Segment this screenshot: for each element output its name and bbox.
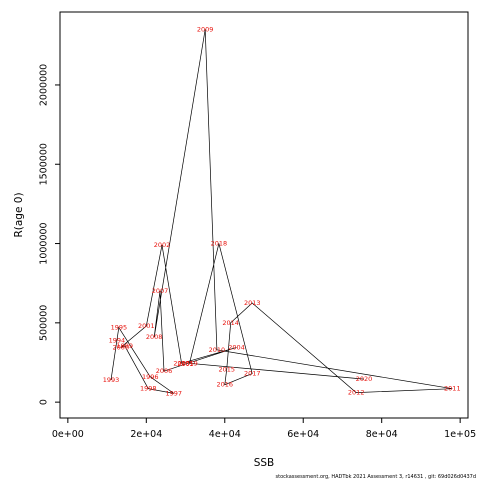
year-label-2001: 2001	[138, 322, 155, 330]
year-label-1993: 1993	[103, 376, 120, 384]
x-tick-label: 1e+05	[444, 429, 476, 440]
year-label-2012: 2012	[348, 389, 365, 397]
y-axis-title: R(age 0)	[13, 192, 25, 237]
footer-credit: stockassessment.org, HADTbk 2021 Assessm…	[276, 474, 476, 480]
y-axis: 0 500000 1000000 1500000 2000000	[39, 64, 60, 405]
y-tick-label: 1000000	[39, 222, 50, 264]
year-label-2005: 2005	[177, 360, 194, 368]
year-label-2010: 2010	[209, 346, 226, 354]
year-label-1996: 1996	[142, 373, 159, 381]
year-label-1998: 1998	[140, 385, 157, 393]
x-axis-title: SSB	[254, 457, 275, 469]
year-label-1999: 1999	[116, 342, 133, 350]
year-label-2000: 2000	[113, 343, 130, 351]
year-label-2006: 2006	[156, 367, 173, 375]
x-tick-label: 0e+00	[52, 429, 84, 440]
x-axis: 0e+00 2e+04 4e+04 6e+04 8e+04 1e+05	[52, 418, 476, 440]
y-tick-label: 1500000	[39, 143, 50, 185]
y-tick-label: 2000000	[39, 64, 50, 106]
year-label-1994: 1994	[109, 336, 126, 344]
year-label-2009: 2009	[197, 25, 214, 33]
plot-frame	[59, 11, 469, 419]
year-label-2016: 2016	[216, 381, 233, 389]
x-tick-label: 4e+04	[209, 429, 241, 440]
year-label-2013: 2013	[244, 299, 261, 307]
year-label-2020: 2020	[356, 375, 373, 383]
x-tick-label: 8e+04	[366, 429, 398, 440]
year-label-2018: 2018	[211, 240, 228, 248]
year-label-2004: 2004	[228, 343, 245, 351]
y-tick-label: 0	[39, 399, 50, 405]
year-label-2008: 2008	[146, 333, 163, 341]
year-label-2019: 2019	[181, 359, 198, 367]
stock-recruit-path	[110, 29, 453, 394]
y-tick-label: 500000	[39, 305, 50, 341]
year-label-2003: 2003	[173, 359, 190, 367]
year-label-2015: 2015	[218, 366, 235, 374]
year-label-2017: 2017	[244, 370, 261, 378]
year-label-2002: 2002	[154, 241, 171, 249]
year-label-1997: 1997	[165, 389, 182, 397]
year-label-2007: 2007	[152, 287, 169, 295]
year-label-1995: 1995	[111, 324, 128, 332]
series-line	[110, 29, 453, 394]
x-tick-label: 2e+04	[130, 429, 162, 440]
year-label-2011: 2011	[444, 385, 461, 393]
year-label-2014: 2014	[222, 319, 239, 327]
x-tick-label: 6e+04	[287, 429, 319, 440]
